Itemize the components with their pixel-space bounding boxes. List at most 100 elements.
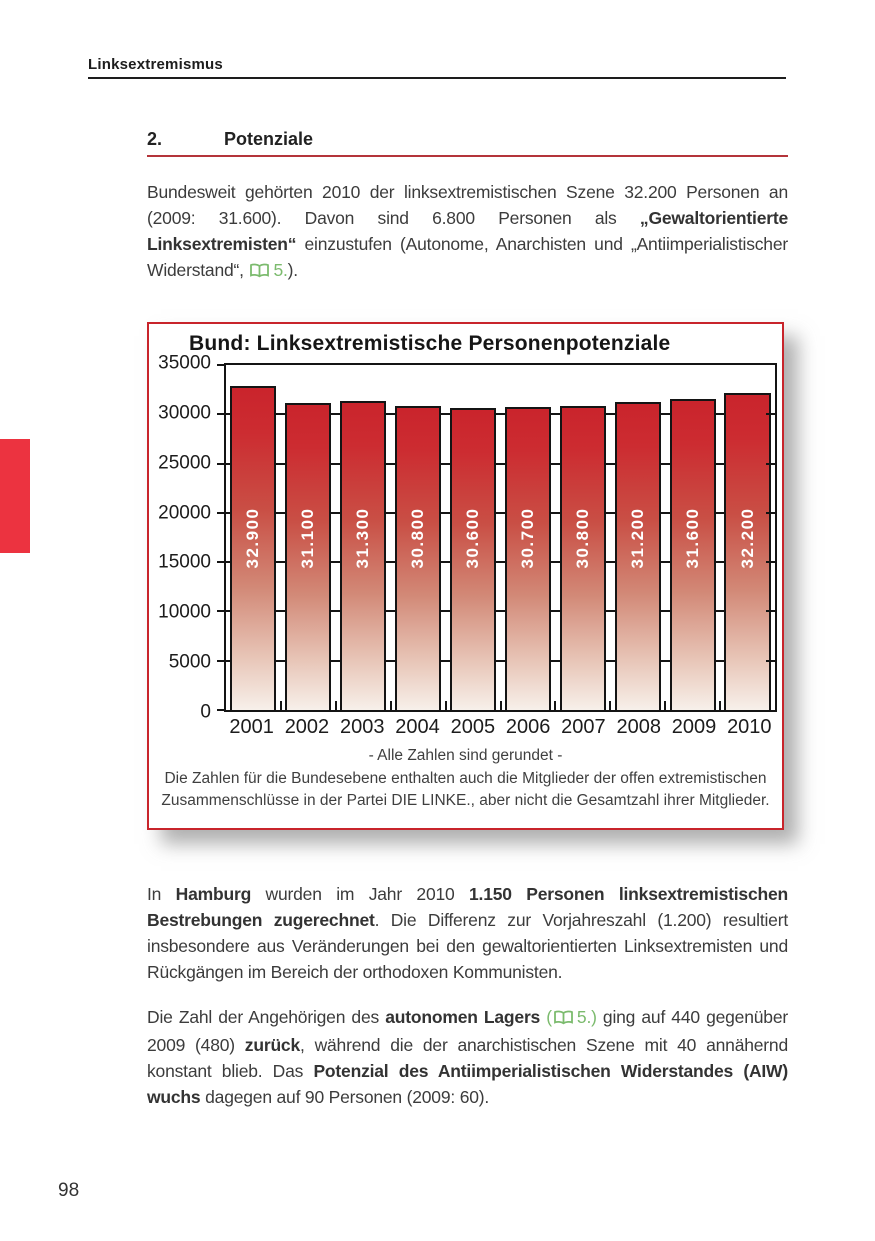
paragraph-autonome: Die Zahl der Angehörigen des autonomen L… (147, 1004, 788, 1110)
y-tick-label: 10000 (158, 601, 211, 623)
text-run-bold: Potenzial des Antiimperialistischen Wide… (147, 1061, 789, 1107)
bar (449, 408, 497, 710)
grid-line (226, 610, 775, 613)
y-tick-label: 25000 (158, 452, 211, 474)
plot-area: 32.900 31.100 31.300 30.800 30.600 30.700 30.8… (217, 363, 777, 712)
grid-line (226, 462, 775, 465)
text-run: ( (540, 1007, 552, 1027)
text-run: . Die Differenz zur Vorjahreszahl (1.200… (147, 910, 788, 982)
reference-number: 5.) (576, 1007, 597, 1027)
y-tick-right (766, 511, 775, 514)
bar-slot: 30.800 (391, 365, 446, 710)
page-header: Linksextremismus (88, 56, 786, 74)
y-tick-right (766, 561, 775, 564)
bar-slot: 31.100 (281, 365, 336, 710)
open-book-icon (554, 1006, 573, 1032)
x-tick (334, 701, 337, 710)
text-run-bold: „Gewaltorientierte Linksextremisten“ (147, 208, 788, 254)
section-heading: 2. Potenziale (147, 129, 788, 150)
header-title: Linksextremismus (88, 56, 223, 73)
bar-slot: 31.200 (610, 365, 665, 710)
text-run: einzustufen (Autonome, Anarchisten und „… (147, 234, 788, 280)
y-tick-label: 0 (200, 701, 211, 723)
bar (395, 406, 442, 710)
grid-line (226, 659, 775, 662)
bar (614, 402, 661, 710)
chart-note-source: Die Zahlen für die Bundesebene enthalten… (161, 770, 770, 809)
bar (285, 403, 332, 710)
reference-number: 5. (273, 260, 288, 280)
y-tick-label: 30000 (158, 402, 211, 424)
paragraph-hamburg: In Hamburg wurden im Jahr 2010 1.150 Per… (147, 881, 788, 985)
page-number: 98 (58, 1180, 80, 1201)
y-tick-left (217, 462, 226, 465)
text-run-bold: Hamburg (175, 884, 252, 904)
y-tick-left (217, 610, 226, 613)
x-tick-label: 2002 (284, 716, 330, 738)
text-run: ging auf 440 gegenüber 2009 (480) (147, 1007, 788, 1055)
bar-value-label: 31.600 (682, 507, 702, 568)
bar (340, 401, 387, 710)
x-tick (554, 701, 557, 710)
chart-panel: Bund: Linksextremistische Personenpotenz… (147, 322, 784, 830)
x-tick (499, 701, 502, 710)
text-run: ). (287, 260, 299, 280)
x-tick-label: 2004 (395, 716, 440, 738)
text-run: Die Zahl der Angehörigen des (147, 1007, 386, 1027)
y-tick-label: 35000 (158, 352, 211, 374)
bar (559, 406, 606, 710)
bar-slot: 30.600 (446, 365, 501, 710)
x-tick-label: 2006 (505, 716, 551, 738)
chart-note-rounded: - Alle Zahlen sind gerundet - (368, 747, 563, 764)
y-tick-label: 15000 (158, 551, 211, 573)
bar-slot: 31.600 (665, 365, 720, 710)
grid-line (226, 561, 775, 564)
text-run-bold: autonomen Lagers (385, 1007, 541, 1027)
text-run: In (147, 884, 176, 904)
bar-value-label: 31.200 (627, 507, 647, 568)
y-tick-left (217, 659, 226, 662)
y-tick-left (217, 511, 226, 514)
bar-value-label: 31.300 (353, 507, 373, 568)
x-tick-label: 2010 (727, 716, 772, 738)
y-tick-right (766, 462, 775, 465)
section-number: 2. (147, 129, 163, 149)
y-tick-left (217, 709, 226, 711)
text-run: Bundesweit gehörten 2010 der linksextrem… (147, 182, 788, 228)
x-tick-label: 2008 (616, 716, 661, 738)
y-tick-label: 5000 (168, 651, 211, 673)
bar (669, 398, 716, 710)
bar (504, 407, 551, 710)
section-title: Potenziale (224, 129, 314, 149)
x-tick-label: 2003 (339, 716, 385, 738)
margin-tab (0, 439, 30, 553)
chart-title: Bund: Linksextremistische Personenpotenz… (189, 332, 671, 355)
x-tick (664, 701, 667, 710)
header-rule (88, 77, 786, 79)
y-tick-right (766, 413, 775, 416)
bar-value-label: 32.900 (243, 507, 263, 568)
y-tick-label: 20000 (158, 502, 211, 524)
text-run: wurden im Jahr 2010 (251, 884, 469, 904)
text-run-bold: zurück (244, 1035, 301, 1055)
x-tick (444, 701, 447, 710)
y-tick-left (217, 561, 226, 564)
bar-slot: 31.300 (336, 365, 391, 710)
bar-slot: 32.200 (720, 365, 775, 710)
text-run: , während die der anarchistischen Szene … (147, 1035, 788, 1081)
x-tick-label: 2005 (450, 716, 496, 738)
y-tick-right (766, 659, 775, 662)
bar (724, 392, 771, 710)
bar-value-label: 30.800 (572, 507, 592, 568)
text-run-bold: 1.150 Personen linksextremistischen Best… (147, 884, 788, 930)
x-tick-label: 2007 (561, 716, 606, 738)
bar (230, 385, 277, 710)
bar-slot: 30.800 (555, 365, 610, 710)
bar-value-label: 30.600 (463, 507, 483, 568)
open-book-icon (250, 259, 270, 285)
paragraph-bund: Bundesweit gehörten 2010 der linksextrem… (147, 179, 788, 285)
bar-value-label: 31.100 (298, 507, 318, 568)
bar-value-label: 32.200 (737, 507, 757, 568)
x-tick (609, 701, 612, 710)
